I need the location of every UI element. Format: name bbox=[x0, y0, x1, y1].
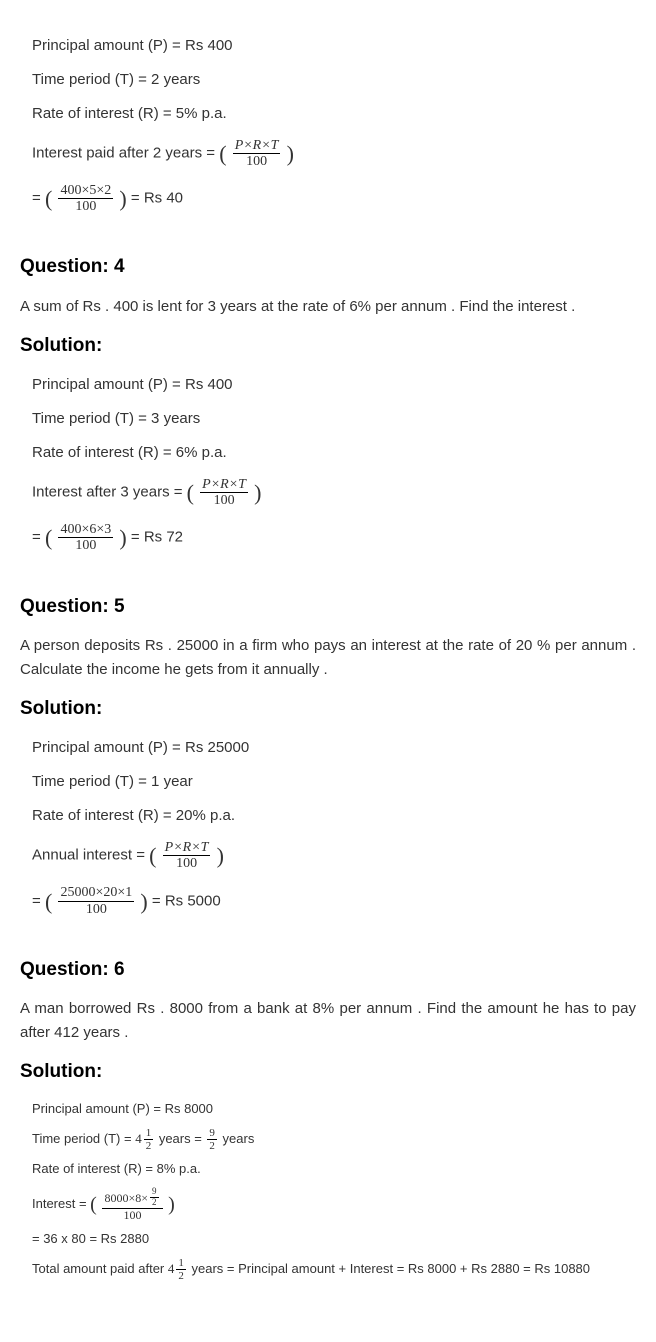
solution-4-heading: Solution: bbox=[20, 331, 636, 361]
time-line: Time period (T) = 1 year bbox=[32, 770, 636, 794]
frac-den: 100 bbox=[58, 902, 134, 917]
close-paren: ) bbox=[119, 525, 126, 550]
principal-line: Principal amount (P) = Rs 400 bbox=[32, 373, 636, 397]
frac-den: 100 bbox=[102, 1209, 162, 1222]
mixed-fraction-2: 412 bbox=[168, 1257, 188, 1282]
principal-line: Principal amount (P) = Rs 8000 bbox=[32, 1099, 636, 1120]
interest-formula-line: Interest after 3 years = ( P×R×T 100 ) bbox=[32, 475, 636, 510]
time-label-post: years bbox=[223, 1131, 255, 1146]
question-4-text: A sum of Rs . 400 is lent for 3 years at… bbox=[20, 295, 636, 319]
interest-label: Annual interest = bbox=[32, 847, 149, 864]
close-paren: ) bbox=[287, 141, 294, 166]
principal-line: Principal amount (P) = Rs 400 bbox=[32, 34, 636, 58]
time-label-pre: Time period (T) = bbox=[32, 1131, 135, 1146]
inner-den: 2 bbox=[150, 1198, 159, 1208]
intro-solution-block: Principal amount (P) = Rs 400 Time perio… bbox=[20, 34, 636, 216]
calc-fraction: 400×6×3 100 bbox=[58, 522, 113, 554]
calc-line: = ( 400×5×2 100 ) = Rs 40 bbox=[32, 181, 636, 216]
solution-6-block: Principal amount (P) = Rs 8000 Time peri… bbox=[20, 1099, 636, 1282]
inner-frac: 92 bbox=[150, 1187, 159, 1208]
interest-label: Interest paid after 2 years = bbox=[32, 145, 219, 162]
question-6-text: A man borrowed Rs . 8000 from a bank at … bbox=[20, 997, 636, 1045]
mixed-whole: 4 bbox=[168, 1259, 175, 1280]
open-paren: ( bbox=[45, 525, 52, 550]
principal-line: Principal amount (P) = Rs 25000 bbox=[32, 736, 636, 760]
time-line: Time period (T) = 2 years bbox=[32, 68, 636, 92]
total-label-post: years = Principal amount + Interest = Rs… bbox=[191, 1261, 590, 1276]
prt-fraction: P×R×T 100 bbox=[200, 477, 248, 509]
result-text: = Rs 40 bbox=[131, 190, 183, 207]
open-paren: ( bbox=[45, 889, 52, 914]
close-paren: ) bbox=[254, 480, 261, 505]
prt-fraction: P×R×T 100 bbox=[163, 840, 211, 872]
mixed-whole: 4 bbox=[135, 1129, 142, 1150]
equals-text: = bbox=[32, 892, 45, 909]
question-4-heading: Question: 4 bbox=[20, 252, 636, 282]
close-paren: ) bbox=[140, 889, 147, 914]
open-paren: ( bbox=[149, 843, 156, 868]
calc-line-2: = 36 x 80 = Rs 2880 bbox=[32, 1229, 636, 1250]
frac-den: 100 bbox=[200, 493, 248, 508]
frac-den: 100 bbox=[58, 538, 113, 553]
open-paren: ( bbox=[45, 186, 52, 211]
time-line: Time period (T) = 3 years bbox=[32, 407, 636, 431]
calc-num-pre: 8000×8× bbox=[104, 1191, 148, 1205]
question-5-heading: Question: 5 bbox=[20, 592, 636, 622]
time-label-mid: years = bbox=[159, 1131, 206, 1146]
interest-formula-line: Interest paid after 2 years = ( P×R×T 10… bbox=[32, 136, 636, 171]
total-line: Total amount paid after 412 years = Prin… bbox=[32, 1257, 636, 1282]
close-paren: ) bbox=[217, 843, 224, 868]
mixed-num: 1 bbox=[176, 1257, 186, 1270]
solution-5-heading: Solution: bbox=[20, 694, 636, 724]
result-text: = Rs 5000 bbox=[152, 892, 221, 909]
prt-fraction: P×R×T 100 bbox=[233, 138, 281, 170]
open-paren: ( bbox=[90, 1194, 97, 1216]
solution-5-block: Principal amount (P) = Rs 25000 Time per… bbox=[20, 736, 636, 918]
open-paren: ( bbox=[219, 141, 226, 166]
mixed-den: 2 bbox=[144, 1140, 154, 1152]
frac-num: 8000×8×92 bbox=[102, 1187, 162, 1209]
equals-text: = bbox=[32, 190, 45, 207]
frac-num: P×R×T bbox=[200, 477, 248, 493]
rate-line: Rate of interest (R) = 20% p.a. bbox=[32, 804, 636, 828]
frac-num: 9 bbox=[207, 1127, 217, 1140]
mixed-num: 1 bbox=[144, 1127, 154, 1140]
mixed-den: 2 bbox=[176, 1270, 186, 1282]
frac-den: 100 bbox=[58, 199, 113, 214]
rate-line: Rate of interest (R) = 6% p.a. bbox=[32, 441, 636, 465]
frac-den: 2 bbox=[207, 1140, 217, 1152]
calc-fraction: 8000×8×92 100 bbox=[102, 1187, 162, 1222]
question-6-heading: Question: 6 bbox=[20, 955, 636, 985]
mixed-fraction: 412 bbox=[135, 1127, 155, 1152]
frac-num: 400×5×2 bbox=[58, 183, 113, 199]
frac-num: P×R×T bbox=[163, 840, 211, 856]
calc-line: = ( 400×6×3 100 ) = Rs 72 bbox=[32, 520, 636, 555]
calc-line: = ( 25000×20×1 100 ) = Rs 5000 bbox=[32, 884, 636, 919]
open-paren: ( bbox=[187, 480, 194, 505]
solution-4-block: Principal amount (P) = Rs 400 Time perio… bbox=[20, 373, 636, 555]
frac-den: 100 bbox=[163, 856, 211, 871]
frac-num: P×R×T bbox=[233, 138, 281, 154]
calc-fraction: 25000×20×1 100 bbox=[58, 885, 134, 917]
result-text: = Rs 72 bbox=[131, 529, 183, 546]
interest-label: Interest = bbox=[32, 1196, 90, 1211]
calc-fraction: 400×5×2 100 bbox=[58, 183, 113, 215]
frac-num: 400×6×3 bbox=[58, 522, 113, 538]
rate-line: Rate of interest (R) = 5% p.a. bbox=[32, 102, 636, 126]
interest-formula-line: Interest = ( 8000×8×92 100 ) bbox=[32, 1187, 636, 1222]
equals-text: = bbox=[32, 529, 45, 546]
question-5-text: A person deposits Rs . 25000 in a firm w… bbox=[20, 634, 636, 682]
frac-num: 25000×20×1 bbox=[58, 885, 134, 901]
interest-label: Interest after 3 years = bbox=[32, 484, 187, 501]
rate-line: Rate of interest (R) = 8% p.a. bbox=[32, 1159, 636, 1180]
close-paren: ) bbox=[119, 186, 126, 211]
total-label-pre: Total amount paid after bbox=[32, 1261, 168, 1276]
nine-halves-fraction: 9 2 bbox=[207, 1127, 217, 1152]
time-line: Time period (T) = 412 years = 9 2 years bbox=[32, 1127, 636, 1152]
interest-formula-line: Annual interest = ( P×R×T 100 ) bbox=[32, 838, 636, 873]
frac-den: 100 bbox=[233, 154, 281, 169]
solution-6-heading: Solution: bbox=[20, 1057, 636, 1087]
close-paren: ) bbox=[168, 1194, 175, 1216]
